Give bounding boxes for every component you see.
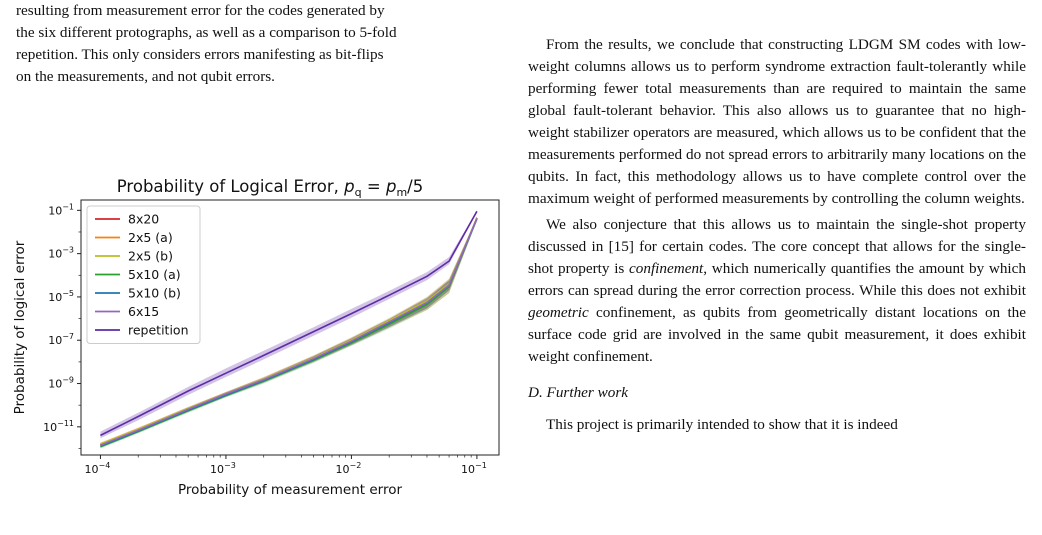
text-line: repetition. This only considers errors m…	[16, 46, 384, 63]
legend-label-6: repetition	[128, 323, 189, 338]
legend-label-2: 2x5 (b)	[128, 249, 173, 264]
text-span: We also conjecture that this allows us t…	[528, 216, 1026, 277]
text-line: resulting from measurement error for the…	[16, 2, 385, 19]
right-column-text: From the results, we conclude that const…	[528, 0, 1026, 436]
y-tick-label-0: 10−11	[43, 419, 74, 434]
left-column-text: resulting from measurement error for the…	[16, 0, 513, 88]
legend-box	[86, 205, 201, 344]
emphasis-confinement: confinement	[629, 260, 704, 277]
legend-label-3: 5x10 (a)	[128, 267, 181, 282]
legend-label-5: 6x15	[128, 304, 159, 319]
plot-frame	[80, 199, 500, 456]
y-tick-label-5: 10−1	[48, 202, 74, 217]
y-tick-label-4: 10−3	[48, 246, 74, 261]
y-tick-label-1: 10−9	[48, 376, 74, 391]
series-lines	[100, 210, 478, 448]
y-axis-label: Probability of logical error	[12, 240, 28, 414]
band-6	[100, 210, 477, 439]
logical-error-chart: Probability of Logical Error, pq = pm/5 …	[12, 177, 500, 498]
text-line: the six different protographs, as well a…	[16, 24, 397, 41]
x-axis-label: Probability of measurement error	[178, 482, 403, 498]
paragraph-conclusion: From the results, we conclude that const…	[528, 36, 1026, 207]
x-axis-ticks: 10−4 10−3 10−2 10−1	[85, 455, 487, 476]
paragraph-further-work: This project is primarily intended to sh…	[546, 416, 898, 433]
x-tick-label-1: 10−3	[210, 461, 236, 476]
x-tick-label-2: 10−2	[336, 461, 362, 476]
x-tick-label-0: 10−4	[85, 461, 111, 476]
x-tick-label-3: 10−1	[461, 461, 487, 476]
series-line-6	[100, 210, 478, 437]
text-span: , which numerically quantifies the amoun…	[528, 260, 1026, 299]
legend-label-4: 5x10 (b)	[128, 286, 181, 301]
emphasis-geometric: geometric	[528, 304, 589, 321]
chart-title: Probability of Logical Error, pq = pm/5	[117, 177, 423, 199]
legend-label-1: 2x5 (a)	[128, 230, 173, 245]
legend: 8x20 2x5 (a) 2x5 (b) 5x10 (a) 5x10 (b) 6x15 re…	[86, 205, 201, 344]
text-span: confinement, as qubits from geometricall…	[528, 304, 1026, 365]
y-tick-label-2: 10−7	[48, 332, 74, 347]
paragraph-single-shot: We also conjecture that this allows us t…	[528, 214, 1026, 368]
y-tick-label-3: 10−5	[48, 289, 74, 304]
subsection-heading: D. Further work	[528, 384, 628, 401]
confidence-bands	[100, 210, 477, 449]
legend-label-0: 8x20	[128, 212, 159, 227]
text-line: on the measurements, and not qubit error…	[16, 68, 275, 85]
y-axis-ticks: 10−11 10−9 10−7 10−5 10−3 10−1	[43, 202, 81, 449]
series-line-5	[100, 218, 478, 447]
